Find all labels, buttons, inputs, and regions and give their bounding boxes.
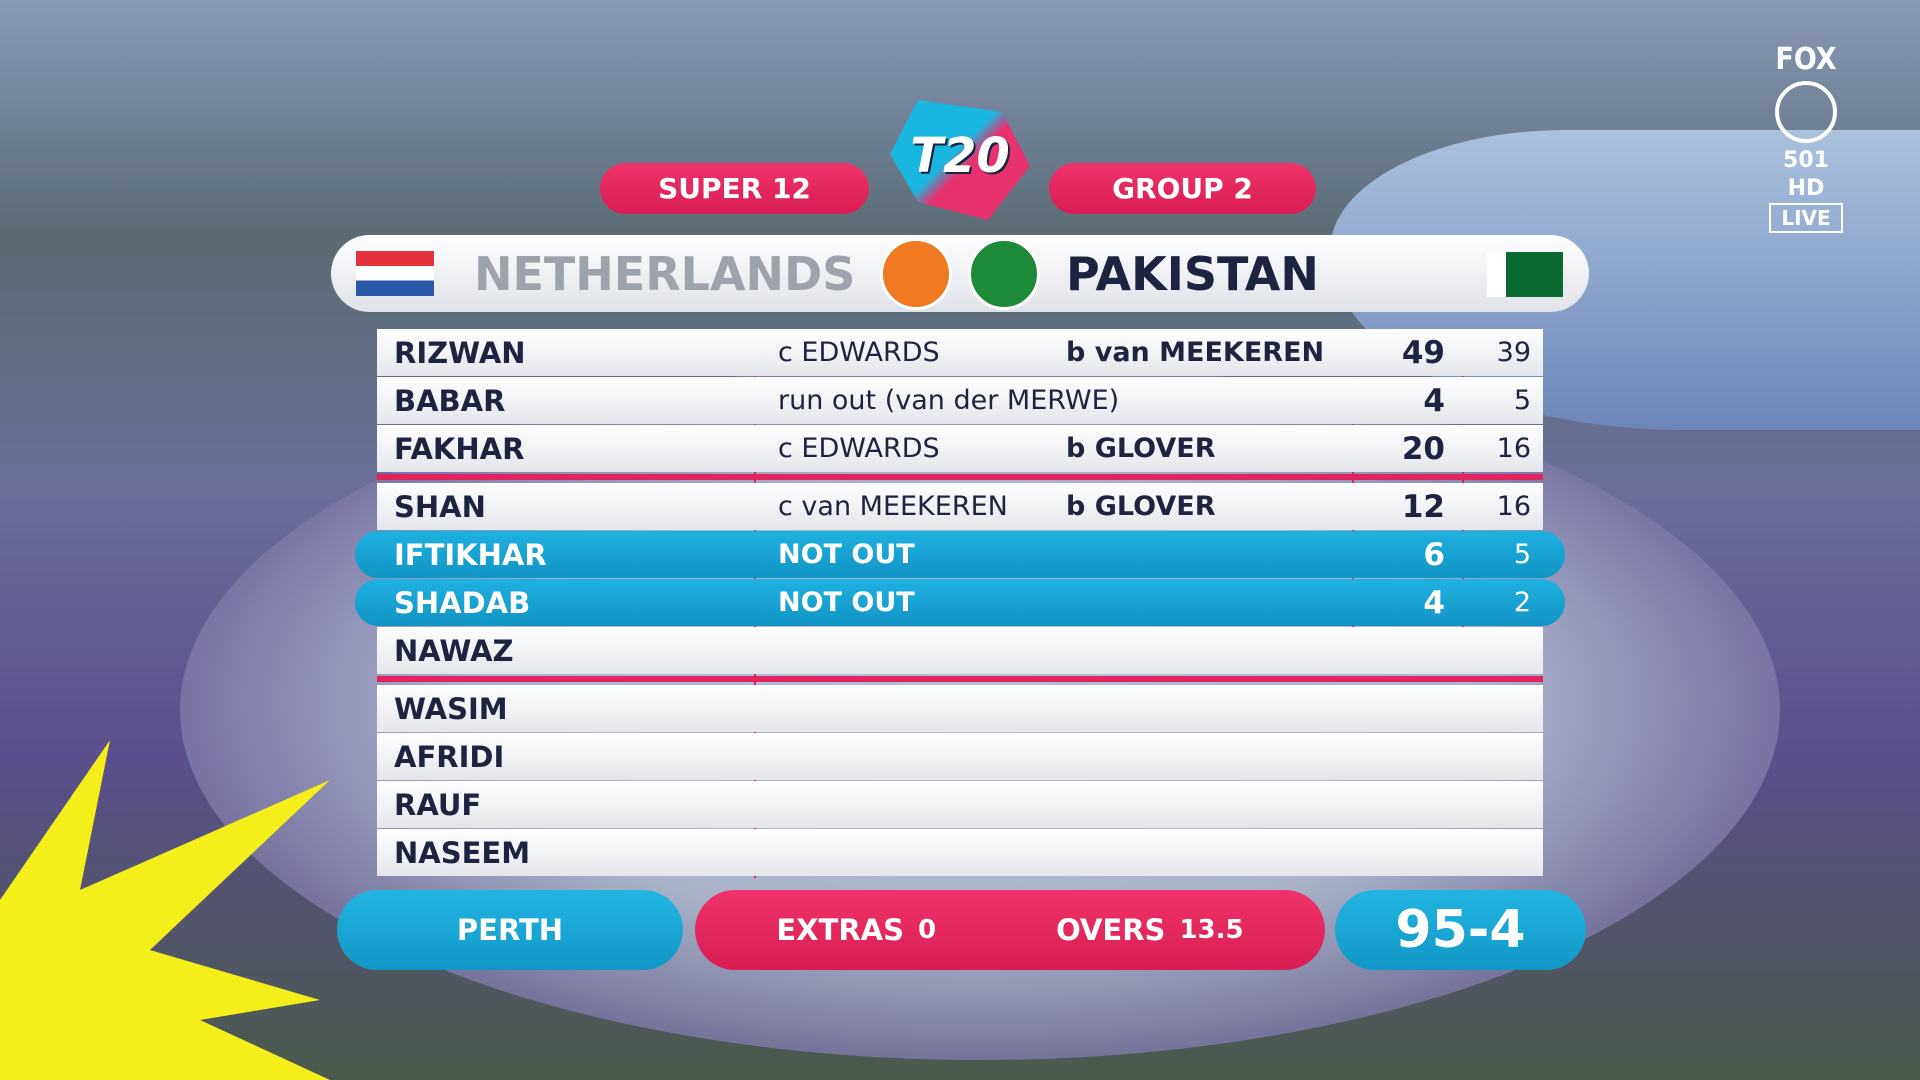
separator xyxy=(377,474,1543,480)
dismissal: c van MEEKEREN xyxy=(778,491,1008,522)
dismissal: c EDWARDS xyxy=(778,433,940,464)
batter-row: BABAR run out (van der MERWE) 4 5 xyxy=(377,377,1543,424)
channel: 501 HD xyxy=(1783,148,1829,201)
dismissal: NOT OUT xyxy=(778,587,915,618)
starburst xyxy=(0,740,330,1080)
batter-row: RAUF xyxy=(377,781,1543,828)
runs: 49 xyxy=(1401,335,1445,371)
batter-row: SHADAB NOT OUT 4 2 xyxy=(355,579,1565,626)
flag-pakistan xyxy=(1487,252,1563,297)
logo: T20 xyxy=(910,128,1010,184)
score: 95-4 xyxy=(1335,890,1586,970)
status: LIVE xyxy=(1769,203,1843,233)
batter-row: WASIM xyxy=(377,685,1543,732)
brand: FOX xyxy=(1775,42,1837,77)
balls: 16 xyxy=(1496,491,1531,522)
dismissal: run out (van der MERWE) xyxy=(778,385,1120,416)
column-divider xyxy=(1352,329,1354,627)
flag-netherlands xyxy=(356,251,434,296)
batter-name: RAUF xyxy=(394,788,482,822)
dismissal: c EDWARDS xyxy=(778,337,940,368)
balls: 5 xyxy=(1513,539,1531,570)
runs: 4 xyxy=(1423,585,1445,621)
runs: 20 xyxy=(1401,431,1445,467)
group: GROUP 2 xyxy=(1049,163,1316,214)
column-divider xyxy=(1462,329,1464,627)
batting-team: PAKISTAN xyxy=(1066,247,1319,301)
batter-name: FAKHAR xyxy=(394,432,525,466)
batter-name: WASIM xyxy=(394,692,508,726)
batter-name: BABAR xyxy=(394,384,506,418)
overs-label: OVERS xyxy=(1056,913,1166,947)
balls: 2 xyxy=(1513,587,1531,618)
ball-icon xyxy=(880,238,952,310)
batter-name: SHAN xyxy=(394,490,486,524)
batter-name: IFTIKHAR xyxy=(394,538,547,572)
batter-row: NAWAZ xyxy=(377,627,1543,674)
balls: 39 xyxy=(1496,337,1531,368)
runs: 4 xyxy=(1423,383,1445,419)
bowling-team: NETHERLANDS xyxy=(474,247,856,301)
bat-icon xyxy=(968,238,1040,310)
stage: SUPER 12 xyxy=(600,163,869,214)
bowler: b GLOVER xyxy=(1066,433,1216,464)
dismissal: NOT OUT xyxy=(778,539,915,570)
batter-row: NASEEM xyxy=(377,829,1543,876)
batter-name: NASEEM xyxy=(394,836,531,870)
batter-row: FAKHAR c EDWARDS b GLOVER 20 16 xyxy=(377,425,1543,472)
batter-row: AFRIDI xyxy=(377,733,1543,780)
balls: 5 xyxy=(1513,385,1531,416)
batter-name: AFRIDI xyxy=(394,740,505,774)
batter-name: SHADAB xyxy=(394,586,531,620)
channel-bug: FOX 501 HD LIVE xyxy=(1763,42,1849,233)
venue: PERTH xyxy=(337,890,683,970)
runs: 12 xyxy=(1401,489,1445,525)
team-bar xyxy=(331,235,1589,312)
extras: 0 xyxy=(918,915,937,945)
batter-name: RIZWAN xyxy=(394,336,526,370)
ball-icon xyxy=(1775,81,1837,143)
runs: 6 xyxy=(1423,537,1445,573)
bowler: b GLOVER xyxy=(1066,491,1216,522)
overs: 13.5 xyxy=(1179,915,1244,945)
batter-name: NAWAZ xyxy=(394,634,514,668)
balls: 16 xyxy=(1496,433,1531,464)
separator xyxy=(377,676,1543,682)
batter-row: RIZWAN c EDWARDS b van MEEKEREN 49 39 xyxy=(377,329,1543,376)
extras-label: EXTRAS xyxy=(776,913,904,947)
batter-row: IFTIKHAR NOT OUT 6 5 xyxy=(355,531,1565,578)
innings-info: EXTRAS 0 OVERS 13.5 xyxy=(695,890,1325,970)
batter-row: SHAN c van MEEKEREN b GLOVER 12 16 xyxy=(377,483,1543,530)
bowler: b van MEEKEREN xyxy=(1066,337,1325,368)
